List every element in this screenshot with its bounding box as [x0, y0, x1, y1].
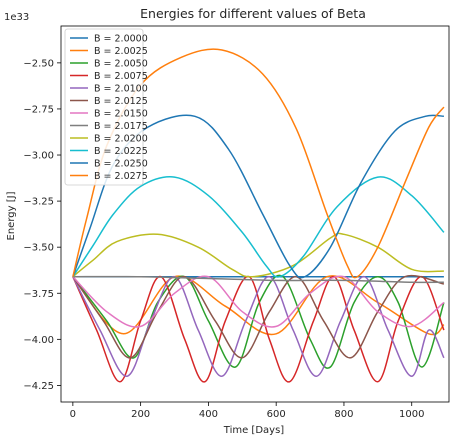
- x-tick-label: 800: [334, 409, 353, 420]
- legend-entry-label: B = 2.0075: [94, 71, 148, 82]
- legend-entry-label: B = 2.0100: [94, 84, 148, 95]
- x-tick-label: 0: [70, 409, 76, 420]
- y-tick-label: −4.25: [23, 381, 54, 392]
- y-offset-label: 1e33: [4, 12, 29, 23]
- y-tick-label: −2.50: [23, 58, 54, 69]
- series-line-1: [72, 275, 445, 336]
- y-tick-label: −3.50: [23, 243, 54, 254]
- axes-frame: [60, 25, 450, 403]
- plot-area: [72, 48, 445, 383]
- legend-entry-label: B = 2.0150: [94, 109, 148, 120]
- y-tick-label: −2.75: [23, 104, 54, 115]
- legend-entry-label: B = 2.0125: [94, 96, 148, 107]
- y-axis-label: Energy [J]: [6, 191, 17, 240]
- legend-entry-label: B = 2.0000: [94, 34, 148, 45]
- legend-entry-label: B = 2.0250: [94, 159, 148, 170]
- y-tick-label: −3.75: [23, 289, 54, 300]
- legend-entry-label: B = 2.0225: [94, 146, 148, 157]
- series-line-5: [72, 274, 445, 359]
- x-tick-label: 200: [131, 409, 150, 420]
- series-line-7: [72, 275, 444, 284]
- legend-box: [64, 28, 144, 186]
- series-line-6: [72, 275, 445, 328]
- y-tick-label: −3.25: [23, 197, 54, 208]
- x-axis-label: Time [Days]: [223, 425, 285, 436]
- x-tick-label: 1000: [399, 409, 424, 420]
- series-line-9: [72, 176, 445, 278]
- legend-entry-label: B = 2.0200: [94, 134, 148, 145]
- axes: 0 200 400 600 800 1000 −4.25 −4.00 −3.75 −3.50 −3.…: [23, 25, 450, 420]
- y-tick-label: −3.00: [23, 151, 54, 162]
- legend-entry-label: B = 2.0275: [94, 171, 148, 182]
- x-tick-label: 600: [267, 409, 286, 420]
- y-tick-label: −4.00: [23, 335, 54, 346]
- legend-entry-label: B = 2.0175: [94, 121, 148, 132]
- legend-entry-label: B = 2.0050: [94, 59, 148, 70]
- legend-entry-label: B = 2.0025: [94, 46, 148, 57]
- x-tick-label: 400: [199, 409, 218, 420]
- chart-title: Energies for different values of Beta: [140, 6, 366, 21]
- series-line-3: [72, 275, 445, 383]
